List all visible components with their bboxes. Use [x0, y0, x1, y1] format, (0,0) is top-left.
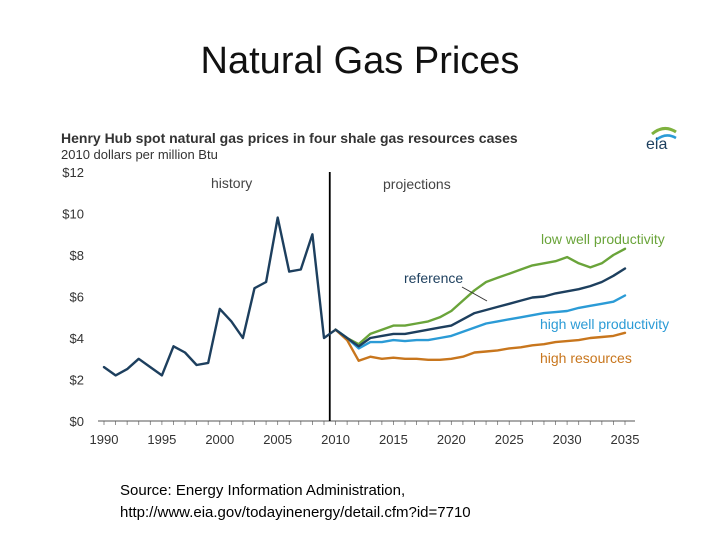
section-labels: history projections — [211, 175, 451, 192]
series-line — [334, 267, 627, 348]
x-tick-label: 1990 — [90, 432, 119, 447]
series-label: high well productivity — [540, 316, 669, 332]
series-label: reference — [404, 270, 463, 286]
x-tick-label: 1995 — [147, 432, 176, 447]
series-line — [334, 294, 627, 350]
reference-leader-line — [461, 286, 488, 302]
section-label: projections — [383, 176, 451, 192]
chart-subtitle: 2010 dollars per million Btu — [61, 147, 218, 162]
section-label: history — [211, 175, 252, 191]
series-line — [102, 216, 337, 377]
y-tick-label: $6 — [70, 290, 84, 305]
y-tick-label: $12 — [62, 165, 84, 180]
source-citation: Source: Energy Information Administratio… — [120, 480, 471, 524]
eia-logo-text: eia — [646, 136, 667, 153]
x-tick-label: 2005 — [263, 432, 292, 447]
x-axis-ticks: 1990 1995 2000 2005 2010 2015 2020 2025 2030 2035 — [90, 421, 640, 447]
slide-title: Natural Gas Prices — [200, 40, 520, 82]
x-tick-label: 2035 — [611, 432, 640, 447]
series-label: high resources — [540, 350, 632, 366]
y-tick-label: $0 — [70, 414, 84, 429]
series-line — [334, 247, 627, 346]
source-url: http://www.eia.gov/todayinenergy/detail.… — [120, 504, 471, 521]
source-line: Source: Energy Information Administratio… — [120, 482, 406, 499]
series-label: low well productivity — [541, 231, 665, 247]
x-tick-label: 2015 — [379, 432, 408, 447]
x-tick-label: 2020 — [437, 432, 466, 447]
eia-logo-arc — [651, 127, 677, 136]
y-tick-label: $4 — [70, 331, 84, 346]
x-tick-label: 2030 — [553, 432, 582, 447]
y-tick-label: $8 — [70, 248, 84, 263]
eia-logo-arc — [655, 134, 677, 142]
y-tick-label: $10 — [62, 207, 84, 222]
y-tick-label: $2 — [70, 373, 84, 388]
series-labels: reference low well productivity high well … — [404, 231, 669, 366]
x-tick-label: 2025 — [495, 432, 524, 447]
chart-title: Henry Hub spot natural gas prices in fou… — [61, 130, 518, 146]
x-tick-label: 2010 — [321, 432, 350, 447]
x-tick-label: 2000 — [205, 432, 234, 447]
series-lines — [102, 216, 627, 377]
eia-logo: eia — [646, 127, 677, 153]
y-axis-ticks: $0 $2 $4 $6 $8 $10 $12 — [62, 165, 84, 429]
series-line — [334, 328, 627, 362]
